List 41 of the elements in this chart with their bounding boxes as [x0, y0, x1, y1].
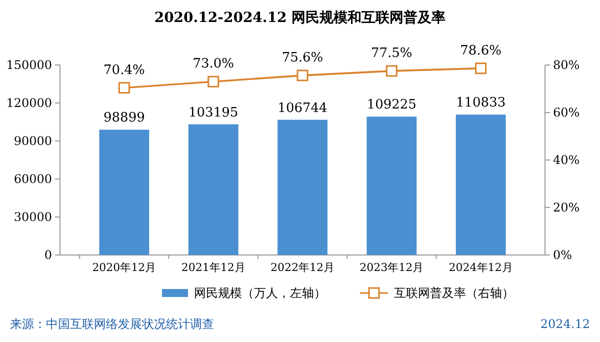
y-tick-label: 90000 [14, 134, 52, 148]
data-label: 70.4% [104, 62, 145, 78]
x-tick-label: 2020年12月 [92, 261, 156, 274]
y2-tick-label: 80% [553, 58, 580, 72]
data-label: 109225 [366, 98, 416, 113]
y2-tick-label: 0% [553, 248, 572, 262]
data-label: 110833 [456, 96, 506, 111]
legend-label: 互联网普及率（右轴） [394, 286, 514, 300]
y-tick-label: 30000 [14, 210, 52, 224]
y-tick-label: 60000 [14, 172, 52, 186]
x-tick-label: 2021年12月 [181, 261, 246, 274]
point [296, 70, 308, 82]
y2-tick-label: 40% [553, 153, 580, 168]
x-tick-label: 2024年12月 [448, 261, 513, 274]
point [118, 82, 130, 94]
point [475, 62, 487, 74]
bar [188, 124, 238, 255]
bar [456, 114, 506, 255]
y2-tick-label: 20% [553, 200, 580, 215]
y2-tick-label: 60% [553, 106, 580, 120]
data-label: 103195 [188, 105, 238, 120]
data-label: 78.6% [460, 43, 502, 58]
y-tick-label: 0 [44, 248, 52, 262]
source-note: 来源：中国互联网络发展状况统计调查 [10, 317, 214, 331]
data-label: 75.6% [282, 50, 324, 66]
x-tick-label: 2023年12月 [360, 261, 424, 274]
data-label: 98899 [104, 110, 145, 126]
bar [366, 116, 417, 255]
y-tick-label: 120000 [6, 96, 52, 110]
chart-title: 2020.12-2024.12 网民规模和互联网普及率 [154, 9, 446, 26]
bar [278, 120, 328, 255]
text: 2024.12 [540, 317, 590, 331]
y-tick-label: 150000 [6, 58, 52, 72]
legend-label: 网民规模（万人，左轴） [194, 286, 326, 300]
data-label: 106744 [278, 100, 328, 116]
data-label: 77.5% [371, 46, 412, 61]
data-label: 73.0% [192, 56, 234, 72]
point [208, 76, 220, 88]
bar [99, 130, 150, 255]
x-tick-label: 2022年12月 [270, 261, 334, 274]
point [386, 65, 398, 77]
